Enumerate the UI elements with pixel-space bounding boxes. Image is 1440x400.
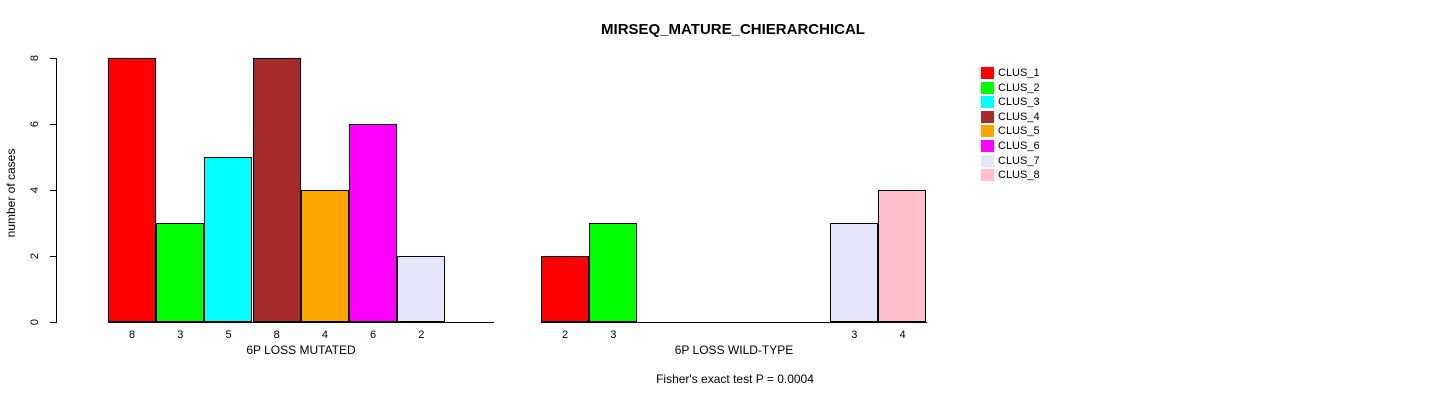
fisher-test-annotation: Fisher's exact test P = 0.0004 [656, 372, 814, 386]
bar-value-label: 2 [562, 329, 569, 341]
bar-value-label: 3 [610, 329, 617, 341]
bar-clus_7 [397, 256, 445, 322]
bar-value-label: 3 [851, 329, 858, 341]
legend-label: CLUS_5 [998, 124, 1040, 137]
legend-label: CLUS_2 [998, 81, 1040, 94]
legend-item: CLUS_5 [981, 124, 1040, 137]
legend-swatch-clus_1 [981, 66, 994, 79]
x-axis-label-wild-type: 6P LOSS WILD-TYPE [674, 343, 794, 357]
bar-value-label: 4 [899, 329, 906, 341]
bar-clus_2 [589, 223, 637, 322]
x-axis-baseline [541, 322, 927, 323]
bar-clus_4 [253, 58, 301, 322]
legend-swatch-clus_8 [981, 168, 994, 181]
bar-clus_2 [156, 223, 204, 322]
legend-item: CLUS_7 [981, 154, 1040, 167]
legend-item: CLUS_1 [981, 66, 1040, 79]
bar-clus_8 [878, 190, 926, 322]
legend-swatch-clus_6 [981, 139, 994, 152]
bar-value-label: 8 [273, 329, 280, 341]
bar-value-label: 2 [418, 329, 425, 341]
bar-clus_7 [830, 223, 878, 322]
y-tick-label: 2 [29, 252, 41, 260]
legend-swatch-clus_2 [981, 81, 994, 94]
legend-label: CLUS_8 [998, 168, 1040, 181]
bar-clus_6 [349, 124, 397, 322]
y-tick-mark [50, 256, 56, 257]
y-axis-label: number of cases [4, 148, 18, 238]
bar-value-label: 4 [321, 329, 328, 341]
legend-item: CLUS_4 [981, 110, 1040, 123]
legend-swatch-clus_7 [981, 154, 994, 167]
x-axis-label-mutated: 6P LOSS MUTATED [246, 343, 356, 357]
y-tick-mark [50, 322, 56, 323]
bar-value-label: 3 [177, 329, 184, 341]
legend-label: CLUS_3 [998, 95, 1040, 108]
legend-label: CLUS_6 [998, 139, 1040, 152]
y-tick-label: 8 [29, 54, 41, 62]
y-tick-label: 6 [29, 120, 41, 128]
bar-value-label: 8 [129, 329, 136, 341]
legend-swatch-clus_4 [981, 110, 994, 123]
legend-item: CLUS_6 [981, 139, 1040, 152]
bar-clus_5 [301, 190, 349, 322]
y-tick-mark [50, 190, 56, 191]
legend-item: CLUS_8 [981, 168, 1040, 181]
bar-clus_3 [204, 157, 252, 322]
y-tick-label: 0 [29, 318, 41, 326]
legend-label: CLUS_7 [998, 154, 1040, 167]
bar-value-label: 6 [370, 329, 377, 341]
legend-item: CLUS_3 [981, 95, 1040, 108]
y-tick-label: 4 [29, 186, 41, 194]
chart-title: MIRSEQ_MATURE_CHIERARCHICAL [601, 21, 865, 38]
y-axis-line [56, 58, 57, 323]
bar-value-label: 5 [225, 329, 232, 341]
legend-swatch-clus_3 [981, 95, 994, 108]
y-tick-mark [50, 124, 56, 125]
legend-item: CLUS_2 [981, 81, 1040, 94]
bar-clus_1 [108, 58, 156, 322]
legend-label: CLUS_4 [998, 110, 1040, 123]
x-axis-baseline [108, 322, 494, 323]
legend-label: CLUS_1 [998, 66, 1040, 79]
y-tick-mark [50, 58, 56, 59]
legend-swatch-clus_5 [981, 124, 994, 137]
bar-clus_1 [541, 256, 589, 322]
